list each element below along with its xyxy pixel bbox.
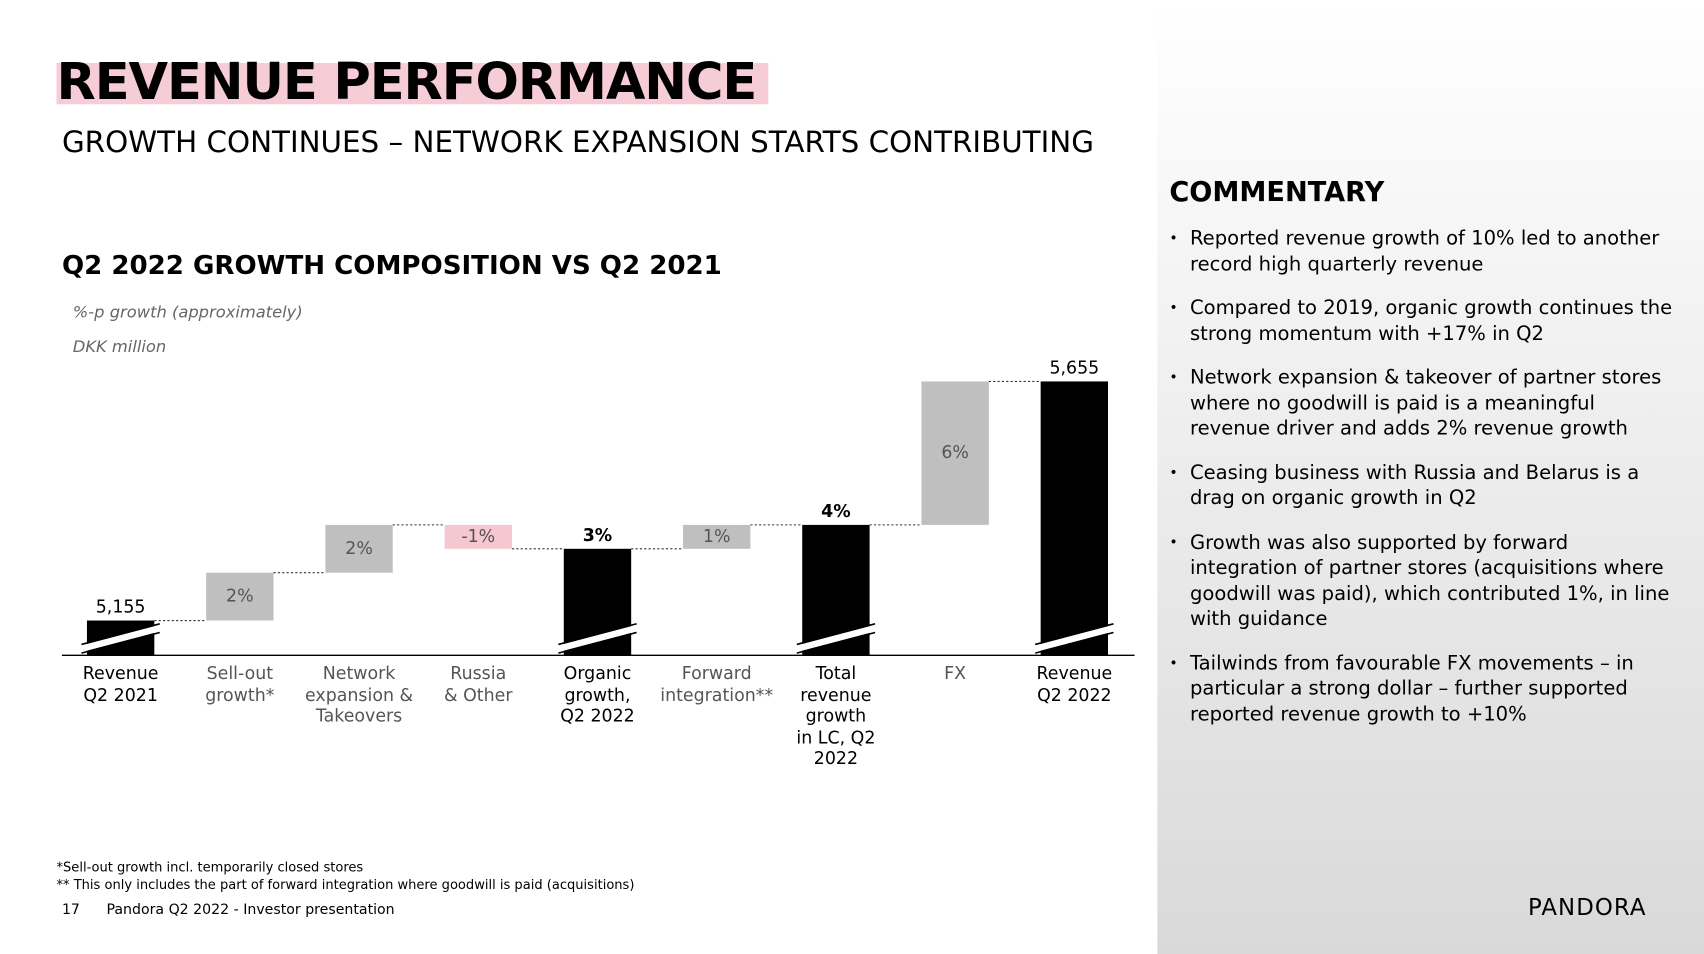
axis-break [1035,622,1114,646]
axis-break [557,624,638,652]
bar [325,524,393,573]
data-label: 6% [941,443,969,463]
category-label: Forward integration** [660,662,774,705]
data-label: 3% [583,526,613,546]
category-label: Total revenue growth in LC, Q2 2022 [796,662,876,769]
page-number: 17 [61,901,80,919]
data-label: -1% [461,527,495,547]
chart-subtitle: %-p growth (approximately) [72,302,303,322]
commentary-item: Ceasing business with Russia and Belarus… [1169,460,1680,511]
axis-break [795,624,876,652]
axis-break [81,622,160,646]
bar [921,381,989,525]
chart-subtitle: DKK million [72,336,167,357]
category-label: Network expansion & Takeovers [305,662,414,726]
commentary-item: Network expansion & takeover of partner … [1169,365,1680,442]
commentary-item: Reported revenue growth of 10% led to an… [1169,226,1680,277]
axis-break [558,622,637,646]
category-label: FX [944,662,967,684]
axis-break [558,631,637,654]
data-label: 1% [703,527,731,547]
category-label: Revenue Q2 2022 [1036,662,1113,705]
category-label: Organic growth, Q2 2022 [560,662,635,726]
bar [444,524,512,549]
subtitle: GROWTH CONTINUES – NETWORK EXPANSION STA… [61,126,1094,160]
axis-break [80,624,161,652]
footnote: ** This only includes the part of forwar… [56,876,635,893]
category-label: Sell-out growth* [205,662,275,705]
commentary-list: Reported revenue growth of 10% led to an… [1169,226,1680,745]
axis-break [796,622,876,646]
data-label: 5,655 [1049,358,1099,378]
data-label: 5,155 [96,597,146,617]
axis-break [81,631,160,654]
chart-title: Q2 2022 GROWTH COMPOSITION VS Q2 2021 [61,249,722,281]
commentary-title: COMMENTARY [1169,176,1385,208]
logo: PANDORA [1527,894,1647,921]
commentary-item: Growth was also supported by forward int… [1169,530,1680,632]
data-label: 2% [345,539,373,559]
axis-break [1034,624,1115,652]
commentary-item: Tailwinds from favourable FX movements –… [1169,650,1680,727]
bar [206,572,274,621]
bar [1040,381,1109,656]
commentary-item: Compared to 2019, organic growth continu… [1169,296,1680,347]
data-label: 2% [226,587,254,607]
axis-break [1035,631,1114,654]
axis-break [796,631,876,654]
footnote: *Sell-out growth incl. temporarily close… [56,859,364,875]
data-label: 4% [821,502,851,522]
title-highlight [56,63,769,105]
source: Pandora Q2 2022 - Investor presentation [106,901,395,919]
title: REVENUE PERFORMANCE [56,52,758,112]
category-label: Russia & Other [444,662,513,705]
bar [683,524,751,549]
category-label: Revenue Q2 2021 [82,662,159,705]
